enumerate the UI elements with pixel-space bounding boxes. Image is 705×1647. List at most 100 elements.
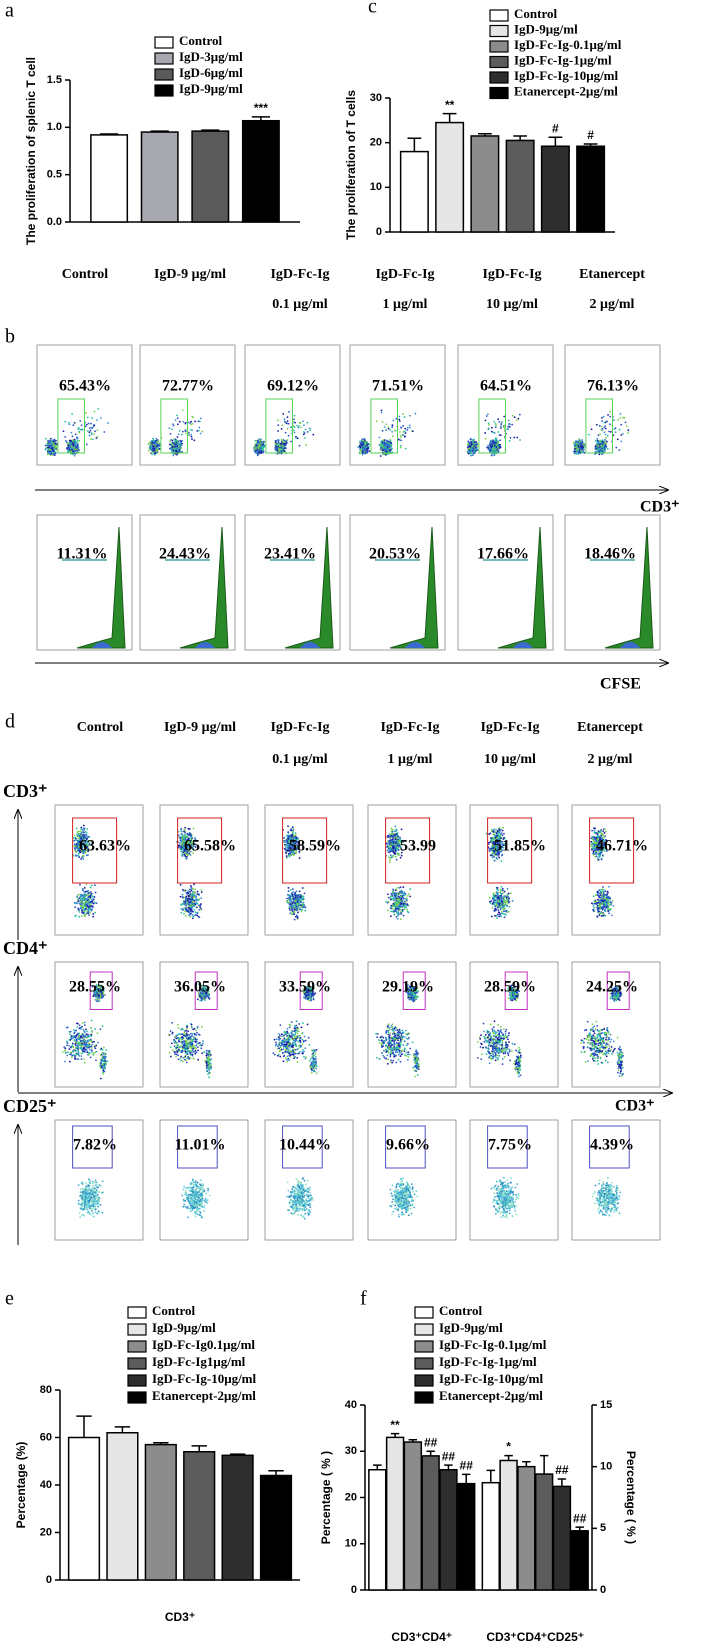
event-dot (597, 446, 599, 449)
event-dot (391, 435, 394, 438)
event-dot (282, 413, 285, 415)
significance-mark: # (587, 128, 594, 142)
event-dot (254, 447, 256, 450)
bar (67, 1436, 101, 1581)
event-dot (612, 419, 615, 422)
bar (399, 150, 429, 233)
event-dot (286, 428, 289, 430)
event-dot (604, 444, 607, 447)
event-dot (276, 443, 279, 446)
event-dot (290, 440, 292, 443)
event-dot (402, 413, 404, 415)
event-dot (190, 433, 193, 436)
event-dot (595, 444, 598, 447)
event-dot (489, 439, 492, 442)
event-dot (180, 850, 183, 853)
event-dot (178, 420, 181, 423)
event-dot (182, 888, 184, 891)
event-dot (188, 907, 191, 910)
event-dot (191, 422, 194, 425)
column-header: 1 μg/ml (383, 297, 428, 312)
event-dot (54, 447, 56, 449)
event-dot (77, 893, 80, 896)
event-dot (386, 439, 388, 442)
event-dot (64, 420, 67, 423)
event-dot (180, 911, 183, 914)
event-dot (78, 833, 80, 835)
event-dot (406, 426, 409, 429)
event-dot (493, 432, 496, 434)
event-dot (623, 417, 626, 419)
event-dot (283, 450, 286, 452)
event-dot (392, 419, 395, 422)
event-dot (192, 888, 194, 890)
event-dot (597, 449, 600, 451)
event-dot (469, 452, 471, 454)
event-dot (409, 426, 411, 429)
event-dot (197, 429, 200, 432)
legend-swatch (127, 1374, 147, 1387)
event-dot (80, 832, 83, 834)
event-dot (603, 449, 606, 452)
event-dot (191, 438, 193, 440)
event-dot (487, 422, 490, 425)
event-dot (69, 442, 72, 445)
error-bar (461, 1473, 471, 1484)
event-dot (603, 431, 606, 434)
event-dot (277, 439, 280, 442)
event-dot (384, 442, 387, 445)
event-dot (409, 414, 411, 417)
event-dot (511, 414, 514, 417)
event-dot (93, 433, 96, 435)
event-dot (579, 442, 582, 445)
event-dot (286, 420, 289, 423)
event-dot (472, 446, 475, 449)
event-dot (492, 431, 494, 434)
event-dot (403, 435, 406, 438)
y2-tick-label: 0 (600, 1584, 606, 1596)
legend-label: IgD-9μg/ml (152, 1320, 216, 1335)
event-dot (94, 911, 97, 914)
event-dot (194, 420, 197, 423)
event-dot (408, 424, 411, 427)
event-dot (76, 439, 79, 442)
event-dot (578, 451, 581, 453)
event-dot (470, 449, 473, 452)
event-dot (74, 838, 77, 841)
event-dot (582, 443, 585, 446)
event-dot (493, 444, 496, 447)
gate (57, 398, 86, 454)
event-dot (92, 915, 95, 918)
percentage: 18.46% (584, 546, 636, 563)
event-dot (398, 415, 401, 418)
event-dot (362, 437, 365, 440)
event-dot (507, 425, 509, 428)
event-dot (90, 438, 92, 441)
percentage: 71.51% (372, 378, 424, 395)
event-dot (499, 434, 502, 437)
event-dot (76, 831, 79, 833)
event-dot (381, 420, 384, 423)
event-dot (181, 450, 184, 453)
event-dot (93, 901, 96, 904)
event-dot (498, 420, 501, 423)
event-dot (500, 427, 502, 429)
event-dot (80, 828, 83, 831)
event-dot (260, 448, 263, 451)
event-dot (80, 424, 83, 427)
event-dot (618, 449, 621, 452)
event-dot (95, 437, 98, 440)
y-axis-label: Percentage (%) (14, 1442, 28, 1529)
event-dot (381, 440, 384, 443)
event-dot (258, 444, 261, 446)
event-dot (375, 420, 378, 423)
column-header: 0.1 μg/ml (272, 297, 327, 312)
event-dot (293, 418, 295, 421)
event-dot (74, 444, 76, 447)
event-dot (83, 890, 86, 893)
event-dot (491, 426, 493, 429)
event-dot (573, 450, 576, 453)
event-dot (603, 421, 606, 424)
event-dot (173, 442, 175, 445)
error-bar (486, 1469, 496, 1483)
